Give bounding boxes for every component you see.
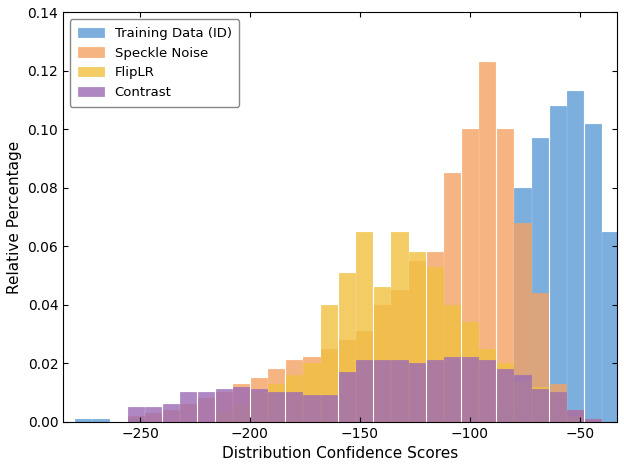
Bar xyxy=(198,398,214,422)
Bar xyxy=(444,358,461,422)
Bar xyxy=(303,358,319,422)
Bar xyxy=(356,360,373,422)
Bar xyxy=(268,392,285,422)
Bar xyxy=(514,375,530,422)
Bar xyxy=(444,305,461,422)
Bar xyxy=(251,389,267,422)
Bar xyxy=(374,360,390,422)
Bar xyxy=(92,419,109,422)
Bar xyxy=(497,369,513,422)
Bar xyxy=(462,358,478,422)
Bar xyxy=(550,392,566,422)
Bar xyxy=(409,261,425,422)
Bar xyxy=(585,124,601,422)
Bar xyxy=(391,360,407,422)
Bar xyxy=(550,106,566,422)
Bar xyxy=(251,378,267,422)
Bar xyxy=(532,138,548,422)
Bar xyxy=(585,419,601,422)
Bar xyxy=(303,395,319,422)
Bar xyxy=(514,223,530,422)
Bar xyxy=(321,305,337,422)
Bar xyxy=(286,375,302,422)
Bar xyxy=(514,381,530,422)
Bar xyxy=(479,62,495,422)
Bar xyxy=(497,407,513,422)
Bar xyxy=(374,287,390,422)
Bar xyxy=(180,404,197,422)
Bar xyxy=(462,322,478,422)
Bar xyxy=(198,392,214,422)
Bar xyxy=(374,305,390,422)
Bar xyxy=(497,363,513,422)
Bar xyxy=(163,410,179,422)
Bar xyxy=(145,407,162,422)
Bar xyxy=(567,416,583,422)
Bar xyxy=(286,360,302,422)
Bar xyxy=(215,413,232,422)
Bar xyxy=(567,410,583,422)
Bar xyxy=(233,384,249,422)
Bar xyxy=(602,232,618,422)
Bar xyxy=(233,404,249,422)
Bar xyxy=(321,349,337,422)
Bar xyxy=(127,416,144,422)
Bar xyxy=(427,267,442,422)
Bar xyxy=(550,384,566,422)
X-axis label: Distribution Confidence Scores: Distribution Confidence Scores xyxy=(222,446,458,461)
Bar xyxy=(567,410,583,422)
Bar xyxy=(585,419,601,422)
Bar xyxy=(215,392,232,422)
Bar xyxy=(497,129,513,422)
Bar xyxy=(268,384,285,422)
Bar xyxy=(391,290,407,422)
Bar xyxy=(145,413,162,422)
Bar xyxy=(550,392,566,422)
Bar xyxy=(479,360,495,422)
Bar xyxy=(303,363,319,422)
Bar xyxy=(127,407,144,422)
Bar xyxy=(532,293,548,422)
Bar xyxy=(356,331,373,422)
Bar xyxy=(251,392,267,422)
Bar xyxy=(75,419,91,422)
Bar xyxy=(233,387,249,422)
Bar xyxy=(462,129,478,422)
Bar xyxy=(409,363,425,422)
Bar xyxy=(356,232,373,422)
Bar xyxy=(180,392,197,422)
Bar xyxy=(339,372,355,422)
Legend: Training Data (ID), Speckle Noise, FlipLR, Contrast: Training Data (ID), Speckle Noise, FlipL… xyxy=(70,19,240,107)
Bar xyxy=(321,395,337,422)
Bar xyxy=(567,91,583,422)
Bar xyxy=(479,349,495,422)
Bar xyxy=(163,404,179,422)
Y-axis label: Relative Percentage: Relative Percentage xyxy=(7,140,22,293)
Bar xyxy=(514,188,530,422)
Bar xyxy=(532,387,548,422)
Bar xyxy=(339,272,355,422)
Bar xyxy=(268,369,285,422)
Bar xyxy=(427,252,442,422)
Bar xyxy=(286,392,302,422)
Bar xyxy=(444,173,461,422)
Bar xyxy=(427,360,442,422)
Bar xyxy=(532,389,548,422)
Bar xyxy=(215,389,232,422)
Bar xyxy=(127,419,144,422)
Bar xyxy=(339,340,355,422)
Bar xyxy=(391,232,407,422)
Bar xyxy=(409,252,425,422)
